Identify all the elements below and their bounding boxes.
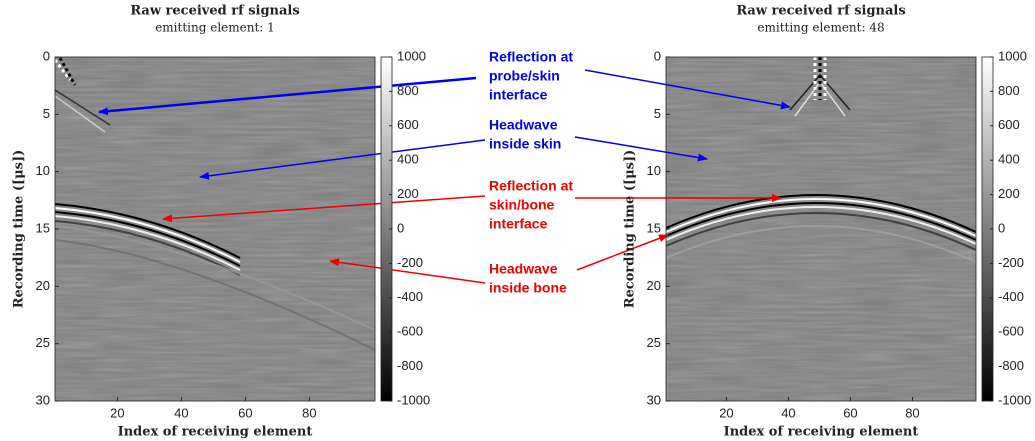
colorbar-tick-label: -600 xyxy=(998,324,1024,339)
colorbar-tick-label: -200 xyxy=(397,255,423,270)
annotation: inside skin xyxy=(489,136,561,152)
annotation: inside bone xyxy=(489,280,567,296)
annotation: interface xyxy=(489,87,548,103)
colorbar-tick-label: -800 xyxy=(397,358,423,373)
y-axis-label: Recording time ([μs]) xyxy=(623,150,638,309)
chart-subtitle: emitting element: 1 xyxy=(155,21,275,35)
annotation: Headwave xyxy=(489,261,558,277)
colorbar-tick-label: 200 xyxy=(397,186,419,201)
y-tick-label: 5 xyxy=(654,106,661,121)
colorbar-tick-label: 0 xyxy=(998,220,1005,235)
colorbar-tick-label: 600 xyxy=(998,117,1020,132)
x-axis-label: Index of receiving element xyxy=(118,425,313,440)
rf-image xyxy=(55,57,375,401)
chart-subtitle: emitting element: 48 xyxy=(757,21,884,35)
x-axis-label: Index of receiving element xyxy=(724,425,919,440)
y-tick-label: 20 xyxy=(36,278,50,293)
x-tick-label: 60 xyxy=(843,405,857,420)
x-tick-label: 40 xyxy=(781,405,795,420)
y-axis-label: Recording time ([μs]) xyxy=(12,150,27,309)
y-tick-label: 30 xyxy=(647,392,661,407)
colorbar-tick-label: -400 xyxy=(998,289,1024,304)
y-tick-label: 25 xyxy=(36,335,50,350)
colorbar-tick-label: 400 xyxy=(397,152,419,167)
colorbar-tick-label: 400 xyxy=(998,152,1020,167)
colorbar-tick-label: -800 xyxy=(998,358,1024,373)
x-tick-label: 80 xyxy=(302,405,316,420)
annotation: probe/skin xyxy=(489,68,560,84)
x-tick-label: 40 xyxy=(174,405,188,420)
colorbar-tick-label: 1000 xyxy=(998,48,1027,63)
rf-image xyxy=(666,57,976,401)
y-tick-label: 25 xyxy=(647,335,661,350)
annotation: Headwave xyxy=(489,117,558,133)
colorbar-tick-label: 600 xyxy=(397,117,419,132)
colorbar-tick-label: -1000 xyxy=(397,392,430,407)
chart-title: Raw received rf signals xyxy=(736,4,905,19)
y-tick-label: 15 xyxy=(36,220,50,235)
chart-title: Raw received rf signals xyxy=(130,4,299,19)
colorbar-tick-label: 800 xyxy=(998,83,1020,98)
colorbar-tick-label: 0 xyxy=(397,220,404,235)
colorbar-tick-label: -1000 xyxy=(998,392,1031,407)
annotation: Reflection at xyxy=(489,49,573,65)
annotation: interface xyxy=(489,216,548,232)
arrows xyxy=(98,69,791,284)
colorbar-tick-label: 1000 xyxy=(397,48,426,63)
y-tick-label: 10 xyxy=(36,163,50,178)
y-tick-label: 30 xyxy=(36,392,50,407)
y-tick-label: 0 xyxy=(43,48,50,63)
colorbar-tick-label: 200 xyxy=(998,186,1020,201)
y-tick-label: 20 xyxy=(647,278,661,293)
x-tick-label: 20 xyxy=(719,405,733,420)
x-tick-label: 20 xyxy=(110,405,124,420)
colorbar-tick-label: -400 xyxy=(397,289,423,304)
y-tick-label: 5 xyxy=(43,106,50,121)
colorbar-tick-label: -600 xyxy=(397,324,423,339)
y-tick-label: 15 xyxy=(647,220,661,235)
x-tick-label: 80 xyxy=(905,405,919,420)
annotation: skin/bone xyxy=(489,197,555,213)
y-tick-label: 10 xyxy=(647,163,661,178)
x-tick-label: 60 xyxy=(238,405,252,420)
colorbar-tick-label: 800 xyxy=(397,83,419,98)
y-tick-label: 0 xyxy=(654,48,661,63)
annotation: Reflection at xyxy=(489,178,573,194)
colorbar-tick-label: -200 xyxy=(998,255,1024,270)
